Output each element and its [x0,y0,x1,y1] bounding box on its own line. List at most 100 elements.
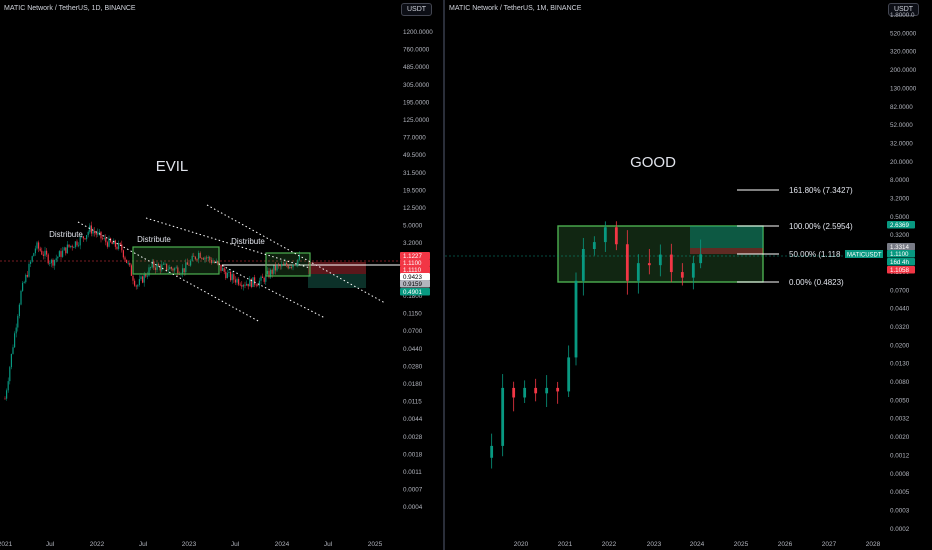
left-candle [142,276,144,283]
left-candle [244,284,246,286]
right-ticker-tag-label: MATICUSDT [847,253,882,259]
left-price-tick: 195.0000 [403,99,430,106]
left-candle [167,269,169,271]
left-candle [33,253,35,257]
left-price-tick: 0.1150 [403,311,422,318]
left-candle [254,277,256,285]
left-candle [201,257,203,259]
left-currency-button[interactable]: USDT [401,3,433,16]
right-time-tick: 2026 [778,541,793,548]
left-candle [87,231,89,236]
left-price-tick: 19.5000 [403,187,426,194]
right-price-tick: 0.0002 [890,526,910,533]
left-time-tick: 2024 [275,541,290,548]
left-candle [170,267,172,269]
left-candle [154,267,156,270]
left-candle [78,245,80,247]
left-candle [100,231,102,239]
right-price-tick: 200.0000 [890,67,917,74]
left-time-tick: Jul [46,541,55,548]
left-candle [252,277,254,288]
left-candle [68,244,70,247]
left-chart-pane[interactable]: MATIC Network / TetherUS, 1D, BINANCE US… [0,0,443,550]
left-chart-canvas: 1200.0000 760.0000 485.0000 305.0000 195.000… [0,29,433,548]
left-candle [36,242,38,249]
left-price-badge [400,266,430,274]
left-candle [286,262,288,266]
left-candle [236,279,238,283]
left-candle [145,274,147,277]
left-candle [159,265,161,271]
left-distribute-label: Distribute [137,235,171,244]
right-price-tick: 0.0005 [890,489,910,496]
left-candle [38,242,40,249]
right-chart-pane[interactable]: MATIC Network / TetherUS, 1M, BINANCE US… [445,0,932,550]
left-candle [207,256,209,259]
left-candle [31,256,33,262]
left-candle [222,268,224,271]
right-price-tick: 0.0440 [890,306,910,313]
left-candle [273,265,275,274]
right-price-badge-label: 1.1058 [890,267,909,274]
left-candle [153,261,155,268]
left-candle [79,237,81,246]
left-candle [199,252,201,258]
left-candle [84,238,86,240]
right-price-tick: 32.0000 [890,140,913,147]
left-price-tick: 0.0115 [403,399,422,406]
left-candle [103,237,105,239]
left-candle [148,267,150,276]
left-candle [270,269,272,278]
right-stop-zone [690,248,763,254]
right-price-tick: 0.0700 [890,287,910,294]
left-candle [105,237,107,243]
left-candle [9,367,11,382]
left-candle [106,242,108,247]
left-time-tick: Jul [324,541,333,548]
left-candle [290,266,292,268]
left-candle [206,257,208,259]
left-candle [14,333,16,348]
left-price-tick: 0.0028 [403,434,423,441]
left-candle [58,251,60,257]
left-candle [94,231,96,233]
left-candle [151,261,153,268]
left-candle [274,265,276,271]
right-price-tick: 0.0003 [890,507,910,514]
left-candle [257,285,259,287]
left-candle [182,268,184,274]
left-candle [74,241,76,248]
left-candle [230,271,232,281]
right-fib-label: 161.80% (7.3427) [789,186,853,195]
left-price-tick: 760.0000 [403,47,430,54]
right-ticker-tag [845,250,883,258]
left-candle [81,236,83,238]
left-price-tick: 77.0000 [403,135,426,142]
right-currency-button[interactable]: USDT [888,3,920,16]
left-price-tick: 0.0700 [403,328,423,335]
right-price-tick: 0.0130 [890,361,910,368]
left-candle [194,256,196,260]
left-price-tick: 12.5000 [403,205,426,212]
left-candle [146,275,148,277]
left-candle [28,263,30,277]
right-candle [592,242,596,250]
left-candle [25,274,27,283]
left-candle [52,259,54,266]
left-candle [193,255,195,257]
left-candle [63,247,65,251]
left-candle [255,284,257,286]
pane-divider[interactable] [443,0,445,550]
left-candle [223,268,225,272]
left-price-badge-label: 1.1100 [403,260,422,267]
left-time-tick: 2021 [0,541,13,548]
left-candle [297,259,299,265]
left-candle [39,248,41,251]
right-price-badge-label: 1.3314 [890,244,909,251]
right-price-badge [887,266,915,274]
left-candle [90,225,92,234]
left-candle [57,256,59,259]
left-price-tick: 0.0440 [403,346,423,353]
right-candle [556,387,560,392]
right-candle [691,263,695,278]
